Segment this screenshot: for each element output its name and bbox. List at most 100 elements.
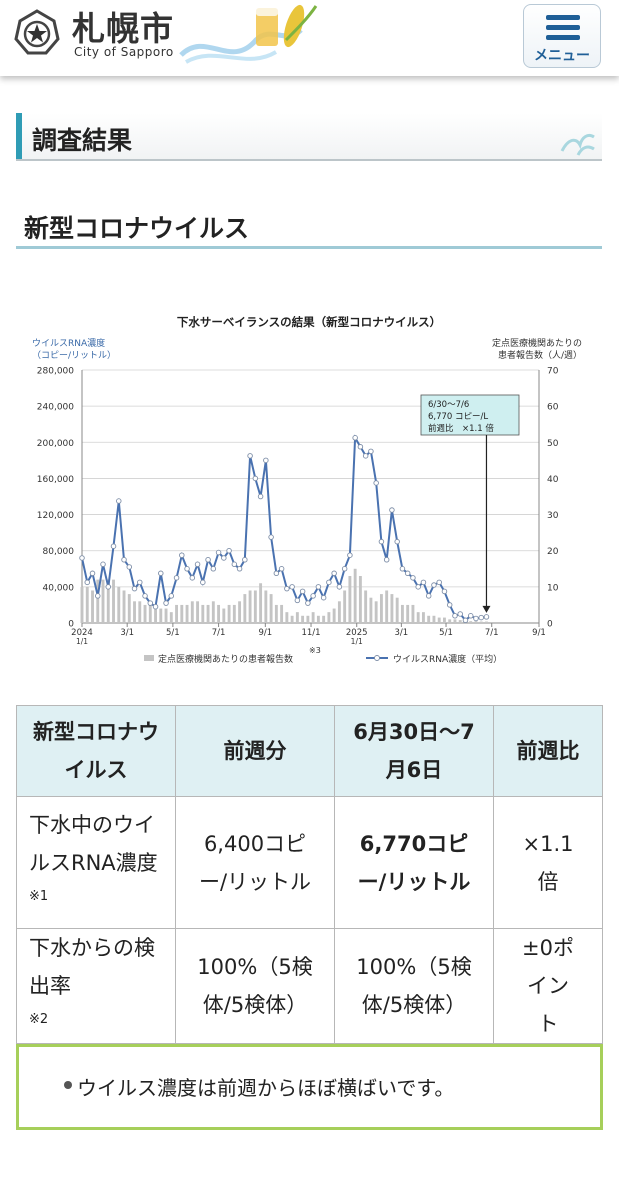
rna-point [436, 579, 442, 586]
y-right-tick-label: 70 [547, 367, 559, 377]
rna-point [247, 453, 253, 459]
rna-point [441, 588, 448, 595]
bar [180, 604, 184, 623]
x-tick-label: 3/1 [120, 628, 134, 638]
rna-point [163, 600, 169, 606]
rna-point [221, 555, 227, 561]
x-tick-label: 3/1 [395, 628, 409, 638]
rna-point [462, 617, 469, 624]
table-header-current: 6月30日〜7月6日 [334, 705, 494, 797]
rna-point [315, 584, 322, 590]
y-right-tick-label: 50 [547, 439, 559, 449]
bar [395, 597, 399, 623]
bar [379, 594, 383, 623]
bar [259, 583, 263, 623]
rna-point [320, 594, 327, 601]
header-text: 新型コロナウイルス [33, 720, 159, 782]
bar [211, 601, 215, 623]
x-tick-label-sub: 1/1 [351, 637, 363, 646]
row-label-cell: 下水からの検出率 ※2 [16, 928, 176, 1044]
rna-point [410, 575, 416, 581]
rna-point [341, 566, 348, 572]
y-left-axis-label: （コピー/リットル） [32, 350, 116, 361]
heading-accent-bar [16, 113, 22, 159]
bar [148, 604, 152, 623]
bar [474, 621, 478, 623]
bar [185, 604, 189, 623]
summary-text: ウイルス濃度は前週からほぼ横ばいです。 [77, 1076, 455, 1100]
rna-point [84, 579, 91, 586]
bar [306, 615, 310, 623]
rna-point [278, 566, 285, 572]
rna-point [467, 613, 474, 619]
bar [432, 615, 436, 623]
bar [374, 601, 378, 623]
x-tick-label: 9/1 [532, 628, 546, 638]
y-left-tick-label: 80,000 [43, 547, 75, 557]
y-left-tick-label: 40,000 [43, 583, 75, 593]
y-left-tick-label: 160,000 [37, 475, 74, 485]
bar [232, 604, 236, 623]
ratio-value: ±0ポイント [493, 928, 603, 1044]
site-header: 札幌市 City of Sapporo メニュー [0, 0, 619, 76]
bar [106, 579, 110, 623]
site-name[interactable]: 札幌市 [72, 9, 174, 48]
x-tick-label: 2025 [346, 628, 368, 638]
menu-button[interactable]: メニュー [523, 4, 601, 68]
y-left-axis-label: ウイルスRNA濃度 [32, 337, 105, 349]
rna-point [452, 613, 458, 619]
bar [285, 612, 289, 623]
table-header-prev: 前週分 [175, 705, 335, 797]
prev-value: 100%（5検体/5検体） [175, 928, 335, 1044]
footnote-mark: ※1 [29, 888, 49, 904]
bar [196, 601, 200, 623]
rna-point [168, 593, 175, 599]
bar [479, 621, 483, 623]
bar [190, 601, 194, 623]
rna-point [263, 457, 269, 464]
bar [411, 604, 415, 623]
table-row: 下水からの検出率 ※2 100%（5検体/5検体） 100%（5検体/5検体） ±… [16, 928, 603, 1044]
rna-point [383, 557, 390, 563]
bar [437, 617, 441, 623]
bar [443, 617, 446, 623]
rna-point [179, 552, 185, 558]
bar [91, 590, 94, 623]
rna-point [305, 600, 311, 606]
section-heading: 調査結果 [16, 113, 602, 161]
rna-point [415, 584, 421, 590]
bar [390, 594, 394, 623]
rna-point [257, 493, 264, 500]
rna-point [378, 538, 385, 545]
chart-svg: 下水サーベイランスの結果（新型コロナウイルス） ウイルスRNA濃度（コピー/リット… [32, 315, 582, 665]
x-tick-label: 9/1 [258, 628, 272, 638]
rna-point [252, 475, 259, 482]
y-right-tick-label: 60 [547, 403, 559, 413]
bullet-icon [64, 1081, 72, 1089]
bar [164, 608, 168, 623]
bar [280, 604, 284, 623]
ratio-value-text: ±0ポイント [522, 936, 574, 1036]
leaf-ornament-icon [560, 133, 595, 156]
x-tick-label: 11/1 [301, 628, 320, 638]
y-right-axis-label: 定点医療機関あたりの [492, 337, 582, 349]
rna-point [200, 579, 206, 586]
bar [201, 604, 205, 623]
city-seal-icon[interactable] [14, 9, 60, 55]
rna-point [173, 575, 180, 581]
rna-point [184, 566, 190, 572]
rna-point [457, 611, 463, 617]
bar [385, 590, 389, 623]
bar [112, 579, 115, 623]
rna-point [273, 570, 280, 577]
y-left-tick-label: 280,000 [37, 367, 74, 377]
rna-point [110, 543, 117, 549]
bar [243, 594, 247, 623]
x-tick-label: 2024 [71, 628, 93, 638]
y-left-tick-label: 240,000 [37, 403, 74, 413]
row-label: 下水中のウイルスRNA濃度 [29, 812, 158, 875]
bar [337, 601, 341, 623]
bar [269, 594, 273, 623]
header-text: 6月30日〜7月6日 [353, 720, 475, 782]
y-left-tick-label: 200,000 [37, 439, 74, 449]
